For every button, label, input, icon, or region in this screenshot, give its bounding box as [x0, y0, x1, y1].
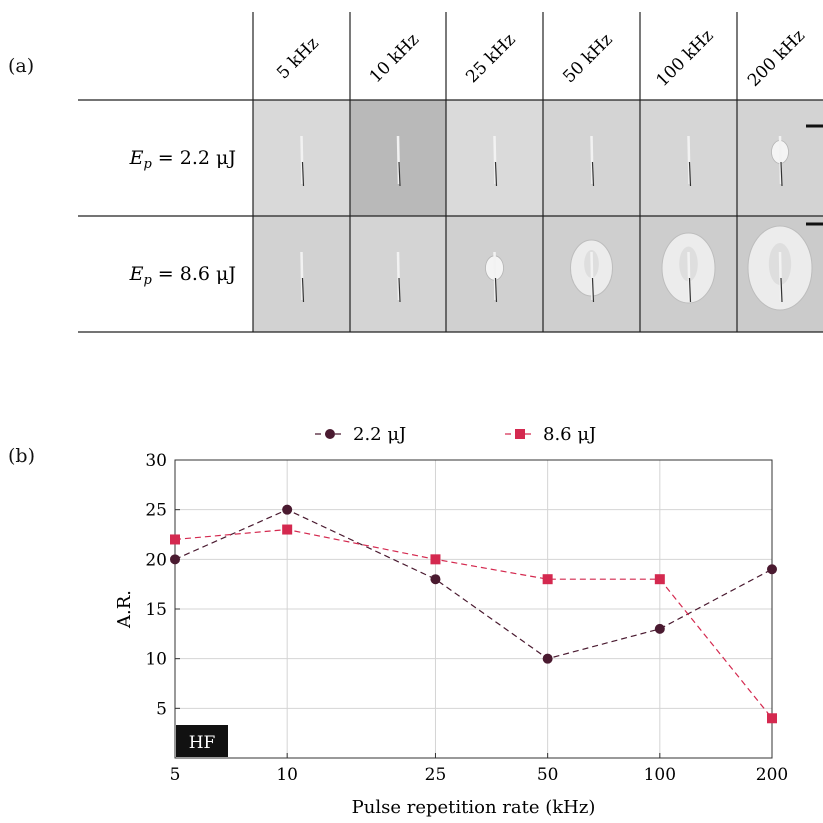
crack-highlight: [778, 251, 783, 301]
data-point: [654, 623, 665, 634]
data-point: [282, 504, 293, 515]
crack-highlight: [590, 135, 594, 185]
series-line: [174, 509, 773, 660]
x-tick-label: 50: [537, 765, 559, 785]
row-label: Ep = 8.6 μJ: [129, 263, 236, 288]
crack-mark: [780, 161, 783, 187]
crack-mark: [301, 161, 305, 187]
data-point: [542, 653, 553, 664]
crack-mark: [780, 277, 783, 303]
legend-label: 2.2 μJ: [353, 424, 406, 445]
crack-mark: [591, 161, 595, 187]
crack-highlight: [396, 251, 401, 301]
y-axis-label: A.R.: [114, 590, 135, 629]
legend-label: 8.6 μJ: [543, 424, 596, 445]
data-point: [170, 554, 180, 565]
y-tick-label: 5: [156, 699, 167, 719]
x-tick-label: 10: [276, 765, 298, 785]
crack-mark: [301, 277, 305, 303]
x-tick-label: 5: [170, 765, 181, 785]
data-point: [430, 554, 441, 565]
image-grid-table: 5 kHz 10 kHz 25 kHz 50 kHz 100 kHz 200 kHzEp …: [78, 12, 823, 333]
crack-mark: [494, 277, 498, 303]
data-point: [170, 534, 180, 545]
legend-marker: [325, 429, 335, 439]
crack-mark: [494, 161, 498, 187]
data-point: [767, 713, 777, 724]
y-tick-label: 25: [145, 501, 167, 521]
data-point: [654, 574, 665, 585]
panel-a-label: (a): [8, 55, 35, 77]
y-tick-label: 20: [145, 550, 167, 570]
series-line: [174, 528, 773, 719]
x-tick-label: 200: [756, 765, 788, 785]
y-tick-label: 30: [145, 451, 167, 471]
crack-mark: [688, 277, 692, 303]
row-label: Ep = 2.2 μJ: [129, 147, 236, 172]
crack-highlight: [493, 135, 497, 185]
crack-mark: [398, 161, 401, 187]
y-tick-label: 15: [145, 600, 167, 620]
data-point: [282, 524, 293, 535]
crack-highlight: [396, 135, 401, 185]
crack-highlight: [590, 251, 594, 301]
x-tick-label: 25: [425, 765, 447, 785]
crack-highlight: [493, 251, 497, 301]
crack-mark: [398, 277, 401, 303]
hf-badge: [176, 725, 228, 757]
crack-highlight: [300, 135, 304, 185]
crack-mark: [688, 161, 692, 187]
crack-mark: [591, 277, 595, 303]
data-point: [767, 564, 777, 575]
data-point: [542, 574, 553, 585]
panel-b-label: (b): [8, 445, 35, 467]
crack-highlight: [687, 251, 691, 301]
crack-highlight: [778, 135, 783, 185]
hf-badge-label: HF: [189, 733, 216, 753]
crack-highlight: [300, 251, 304, 301]
x-axis-label: Pulse repetition rate (kHz): [352, 797, 596, 818]
data-point: [430, 574, 441, 585]
crack-highlight: [687, 135, 691, 185]
legend-marker: [515, 429, 525, 439]
y-tick-label: 10: [145, 650, 167, 670]
x-tick-label: 100: [644, 765, 676, 785]
